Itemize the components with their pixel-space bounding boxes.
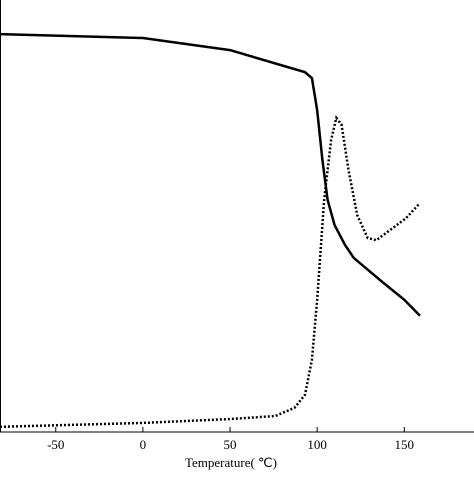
x-tick-label: 0 [140,437,147,452]
x-tick-label: 100 [307,437,327,452]
x-tick-label: -50 [47,437,64,452]
x-tick-label: 150 [395,437,415,452]
line-series [0,115,421,429]
x-axis-label: Temperature( ℃) [185,455,277,470]
line-series [0,32,421,317]
x-tick-label: 50 [224,437,237,452]
